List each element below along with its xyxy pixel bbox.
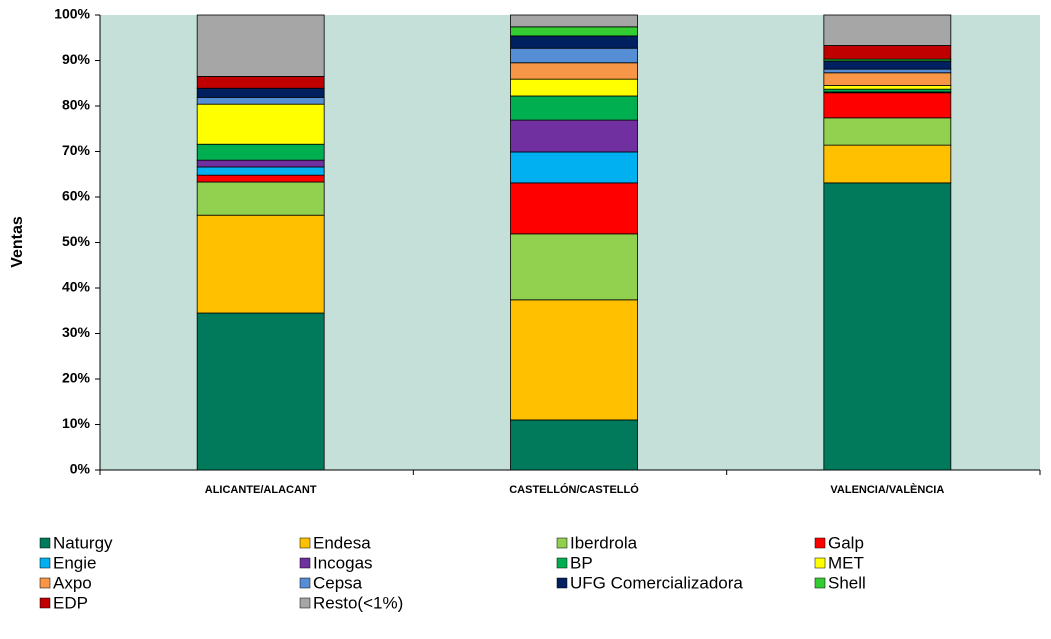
legend-swatch [299, 577, 311, 589]
bar-segment [196, 214, 325, 314]
bar-segment [510, 299, 638, 421]
bar-segment [823, 144, 952, 184]
legend-swatch [556, 537, 568, 549]
bar-segment [823, 117, 952, 146]
legend-label: MET [828, 553, 864, 572]
bar-segment [196, 312, 325, 471]
bar-segment [510, 233, 638, 301]
bar-segment [196, 96, 325, 105]
bar-segment [196, 87, 325, 98]
bar-segment [823, 92, 952, 119]
bar-segment [510, 78, 638, 97]
legend-label: Iberdrola [570, 533, 638, 552]
legend-swatch [39, 577, 51, 589]
bar-segment [823, 45, 952, 60]
bar-segment [196, 174, 325, 183]
legend-label: Engie [53, 553, 96, 572]
bar-segment [510, 35, 638, 49]
bar-segment [510, 47, 638, 64]
legend-swatch [814, 557, 826, 569]
bar-segment [510, 14, 638, 28]
y-tick-label: 80% [62, 97, 91, 113]
legend-label: BP [570, 553, 593, 572]
legend-swatch [299, 557, 311, 569]
bar-segment [510, 95, 638, 121]
bar-segment [196, 14, 325, 77]
bar-segment [510, 419, 638, 471]
x-tick-label: VALENCIA/VALÈNCIA [830, 483, 944, 496]
legend-label: Incogas [313, 553, 373, 572]
y-tick-label: 0% [70, 461, 91, 477]
bar-segment [196, 181, 325, 216]
legend-label: Cepsa [313, 573, 363, 592]
bar-segment [196, 159, 325, 168]
legend-swatch [814, 537, 826, 549]
y-tick-label: 60% [62, 188, 91, 204]
y-tick-label: 50% [62, 233, 91, 249]
legend-label: Galp [828, 533, 864, 552]
y-tick-label: 40% [62, 279, 91, 295]
y-tick-label: 20% [62, 370, 91, 386]
legend-swatch [39, 537, 51, 549]
bar-segment [196, 143, 325, 161]
bar-segment [510, 26, 638, 37]
legend-label: EDP [53, 593, 88, 612]
y-tick-label: 10% [62, 415, 91, 431]
bar-segment [510, 119, 638, 153]
legend-label: UFG Comercializadora [570, 573, 743, 592]
bar-segment [196, 76, 325, 89]
x-tick-label: ALICANTE/ALACANT [205, 484, 317, 496]
bar-segment [510, 151, 638, 184]
bar-segment [823, 85, 952, 90]
bar-segment [510, 62, 638, 80]
bar-segment [823, 60, 952, 70]
bar-segment [510, 182, 638, 235]
y-tick-label: 70% [62, 142, 91, 158]
bar-segment [823, 72, 952, 86]
legend-swatch [39, 557, 51, 569]
legend-label: Resto(<1%) [313, 593, 403, 612]
legend-label: Endesa [313, 533, 371, 552]
y-axis-label: Ventas [9, 216, 26, 268]
bar-segment [823, 14, 952, 46]
y-tick-label: 30% [62, 324, 91, 340]
y-tick-label: 90% [62, 51, 91, 67]
bar-segment [196, 166, 325, 176]
legend-swatch [556, 577, 568, 589]
legend-label: Shell [828, 573, 866, 592]
legend-swatch [299, 537, 311, 549]
legend-label: Axpo [53, 573, 92, 592]
bar-segment [823, 182, 952, 471]
legend-swatch [299, 597, 311, 609]
y-tick-label: 100% [54, 6, 90, 22]
legend-swatch [39, 597, 51, 609]
x-tick-label: CASTELLÓN/CASTELLÓ [509, 483, 639, 496]
legend-swatch [556, 557, 568, 569]
legend-label: Naturgy [53, 533, 113, 552]
bar-segment [823, 88, 952, 93]
bar-segment [196, 103, 325, 145]
legend-swatch [814, 577, 826, 589]
bar-segment [823, 68, 952, 74]
